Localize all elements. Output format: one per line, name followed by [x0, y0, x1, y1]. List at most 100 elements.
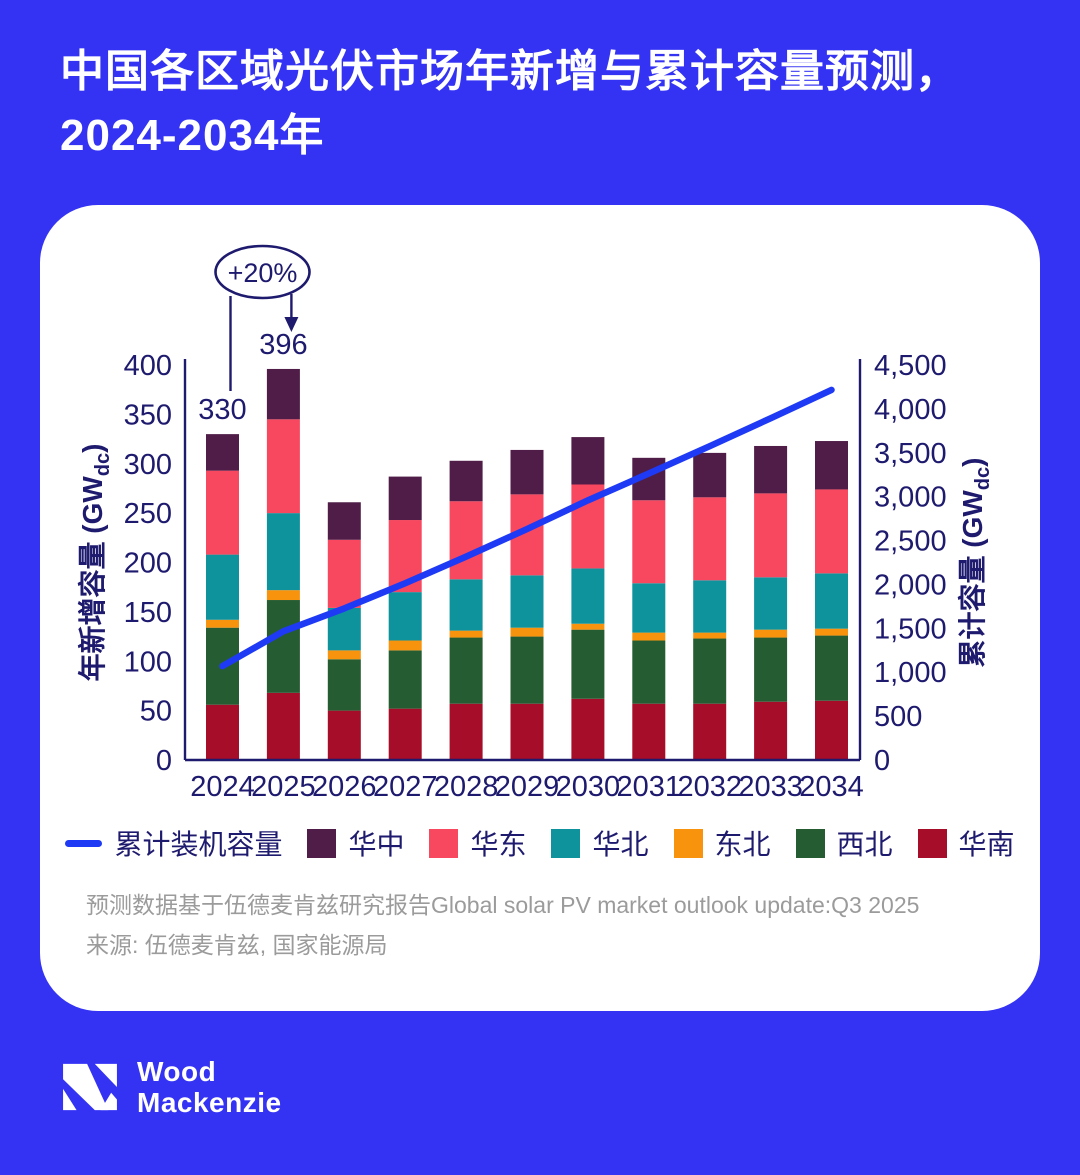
bar-segment-华北-2024 [206, 554, 239, 620]
wood-mackenzie-logo-icon [63, 1063, 117, 1111]
right-axis-tick: 1,500 [874, 613, 947, 645]
bar-segment-华东-2025 [266, 419, 300, 514]
bar-segment-华南-2025 [266, 692, 300, 760]
cumulative-capacity-line [219, 386, 835, 670]
annotation-arrowhead [284, 317, 299, 332]
bar-segment-华北-2029 [510, 575, 544, 628]
left-axis-tick: 100 [124, 646, 172, 678]
legend-item-华南: 华南 [917, 823, 1015, 863]
bar-segment-西北-2026 [327, 659, 361, 711]
x-axis-label: 2026 [312, 771, 377, 803]
right-axis-tick: 2,500 [874, 526, 947, 558]
bar-segment-华中-2030 [571, 437, 605, 485]
bar-segment-华南-2030 [571, 698, 605, 760]
legend-label: 华北 [592, 829, 649, 860]
legend-item-华中: 华中 [307, 823, 404, 863]
x-axis-label: 2033 [738, 771, 803, 803]
x-axis-label: 2034 [799, 771, 864, 803]
legend-label: 累计装机容量 [114, 829, 283, 860]
bar-segment-华南-2026 [327, 710, 361, 760]
right-axis-tick: 3,000 [874, 482, 947, 514]
bar-segment-华南-2024 [206, 704, 239, 760]
legend-label: 西北 [836, 829, 893, 860]
legend-item-累计装机容量: 累计装机容量 [65, 823, 282, 863]
left-axis-tick: 300 [124, 449, 172, 481]
bar-segment-华东-2032 [693, 497, 727, 581]
bar-segment-华东-2033 [754, 493, 788, 578]
bar-segment-华北-2031 [632, 583, 666, 633]
x-axis-label: 2027 [373, 771, 438, 803]
bar-segment-华北-2027 [388, 592, 422, 641]
bar-segment-东北-2030 [571, 623, 605, 630]
x-axis-label: 2031 [617, 771, 682, 803]
right-axis-tick: 0 [874, 745, 890, 777]
bar-segment-西北-2033 [754, 637, 788, 702]
left-axis-tick: 350 [124, 399, 172, 431]
legend-swatch-华中 [307, 828, 337, 858]
bar-segment-华南-2032 [693, 703, 727, 760]
bar-segment-西北-2030 [571, 629, 605, 699]
right-axis-tick: 500 [874, 701, 922, 733]
bar-segment-华北-2032 [693, 580, 727, 633]
legend-item-华东: 华东 [429, 823, 526, 863]
left-axis-tick: 200 [124, 548, 172, 580]
bar-segment-东北-2025 [266, 590, 300, 601]
bar-segment-华中-2034 [815, 441, 848, 490]
bar-segment-华南-2033 [754, 701, 788, 760]
bar-segment-东北-2028 [449, 630, 483, 638]
legend-swatch-华东 [429, 828, 459, 858]
bar-segment-东北-2029 [510, 627, 544, 637]
bar-segment-华南-2034 [815, 700, 848, 760]
page-title-line2: 2024-2034年 [60, 111, 325, 160]
right-axis-tick: 1,000 [874, 657, 947, 689]
logo-text-line1: Wood [137, 1056, 217, 1087]
legend-swatch-累计装机容量 [65, 839, 103, 847]
legend-item-华北: 华北 [551, 823, 649, 863]
bar-segment-华中-2025 [266, 368, 300, 420]
bar-segment-华中-2028 [449, 460, 483, 502]
left-axis-tick: 150 [124, 597, 172, 629]
bar-segment-西北-2031 [632, 640, 666, 704]
bar-segment-华东-2026 [327, 539, 361, 608]
footnote-source: 来源: 伍德麦肯兹, 国家能源局 [86, 932, 388, 958]
legend-item-东北: 东北 [673, 823, 771, 863]
x-axis-label: 2030 [556, 771, 621, 803]
x-axis-label: 2029 [495, 771, 560, 803]
right-axis-title: 累计容量 (GWdc) [956, 458, 994, 668]
left-axis-tick: 250 [124, 498, 172, 530]
footnote-note: 预测数据基于伍德麦肯兹研究报告Global solar PV market ou… [86, 892, 920, 918]
right-axis-tick: 4,500 [874, 350, 947, 382]
bar-segment-华北-2030 [571, 568, 605, 624]
bar-segment-东北-2026 [327, 650, 361, 660]
chart-footnotes: 预测数据基于伍德麦肯兹研究报告Global solar PV market ou… [86, 885, 919, 965]
x-axis-label: 2025 [251, 771, 316, 803]
bar-segment-华北-2034 [815, 573, 848, 629]
bar-segment-东北-2032 [693, 632, 727, 639]
annotation-growth-label: +20% [228, 258, 298, 288]
legend-swatch-华北 [551, 828, 581, 858]
legend-swatch-西北 [795, 828, 825, 858]
stacked-bar-line-chart: 0 50 100 150 200 250 300 350 400 0 500 1,000 1,500 2,… [76, 244, 994, 803]
bar-segment-西北-2025 [266, 600, 300, 693]
bar-segment-西北-2028 [449, 637, 483, 704]
bar-segment-华南-2031 [632, 703, 666, 760]
bar-segment-西北-2029 [510, 636, 544, 704]
left-axis-tick: 0 [156, 745, 172, 777]
annotation-ellipse [214, 244, 311, 300]
bar-segment-西北-2034 [815, 635, 848, 701]
left-axis-tick: 400 [124, 350, 172, 382]
wood-mackenzie-logo-text: Wood Mackenzie [137, 1056, 282, 1118]
bar-segment-华南-2028 [449, 703, 483, 760]
left-axis-title: 年新增容量 (GWdc) [76, 444, 114, 682]
legend-label: 华东 [470, 829, 527, 860]
x-axis-label: 2028 [434, 771, 499, 803]
bar-segment-华东-2028 [449, 501, 483, 580]
bar-segment-华北-2025 [266, 513, 300, 591]
bar-segment-华北-2028 [449, 579, 483, 631]
bar-segment-东北-2024 [206, 619, 239, 628]
left-axis-tick: 50 [140, 696, 172, 728]
wood-mackenzie-logo: Wood Mackenzie [60, 1056, 282, 1118]
right-axis-tick: 3,500 [874, 438, 947, 470]
bar-segment-华东-2031 [632, 500, 666, 584]
